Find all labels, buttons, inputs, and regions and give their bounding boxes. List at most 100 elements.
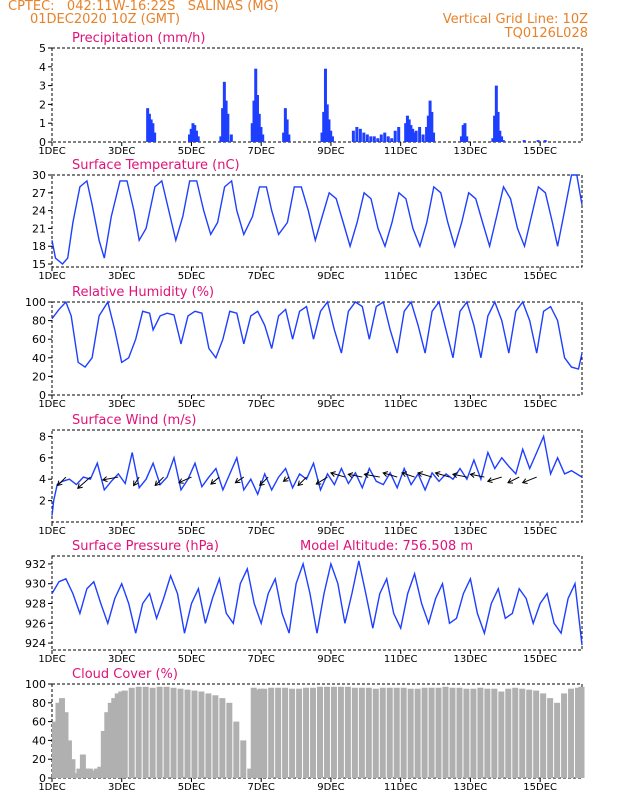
series-line (51, 300, 583, 370)
bar (561, 693, 568, 778)
series-line (51, 174, 583, 265)
bar (191, 123, 195, 142)
panel-frame (51, 47, 583, 143)
bar (409, 125, 413, 142)
bar (275, 687, 282, 778)
wind-vector-head (363, 472, 370, 478)
wind-vector (507, 476, 520, 484)
bar (149, 119, 153, 142)
bar (219, 698, 226, 778)
x-tick-label: 13DEC (454, 526, 488, 537)
bar (379, 134, 383, 142)
x-tick-label: 3DEC (108, 782, 135, 793)
bar (575, 687, 582, 778)
panel-title: Relative Humidity (%) (72, 285, 214, 300)
panel-4: Surface Pressure (hPa) Model Altitude: 75… (48, 539, 583, 654)
x-tick-label: 5DEC (178, 526, 205, 537)
bar (397, 126, 401, 142)
y-tick-label: 4 (39, 473, 46, 486)
x-tick-label: 13DEC (454, 782, 488, 793)
bar (376, 138, 380, 142)
wind-vector (364, 473, 380, 478)
x-tick-label: 7DEC (248, 654, 275, 665)
y-tick-label: 932 (25, 558, 46, 571)
wind-vector (178, 476, 192, 484)
x-tick-label: 11DEC (384, 399, 418, 410)
bar (198, 691, 205, 778)
bar (240, 740, 247, 778)
x-tick-label: 7DEC (248, 526, 275, 537)
x-tick-label: 3DEC (108, 526, 135, 537)
y-tick-label: 80 (32, 697, 46, 710)
bar (322, 111, 326, 142)
x-tick-label: 11DEC (384, 526, 418, 537)
bar (104, 712, 111, 778)
bar (459, 136, 463, 142)
panel-frame (51, 301, 583, 396)
bar (421, 687, 428, 778)
bar (255, 95, 259, 142)
bar (72, 773, 79, 778)
panel-5: Cloud Cover (%) (48, 667, 585, 782)
x-tick-label: 1DEC (38, 782, 65, 793)
bar (268, 687, 275, 778)
bar (250, 687, 257, 778)
bar (65, 740, 72, 778)
y-tick-label: 5 (39, 42, 46, 55)
wind-vector-head (329, 471, 336, 477)
series-line (51, 560, 583, 646)
x-tick-label: 13DEC (454, 399, 488, 410)
wind-vector-head (234, 477, 241, 484)
panel-title: Cloud Cover (%) (72, 667, 178, 682)
y-tick-label: 60 (32, 333, 46, 346)
wind-vector (235, 476, 245, 484)
bar (83, 768, 90, 778)
wind-vector-head (133, 480, 139, 487)
bar (97, 766, 104, 778)
bar (62, 712, 69, 778)
bar (52, 721, 58, 778)
bar (55, 702, 62, 778)
wind-vector (297, 476, 307, 486)
wind-vector-head (210, 479, 216, 485)
x-tick-label: 9DEC (317, 782, 344, 793)
x-tick-label: 3DEC (108, 399, 135, 410)
bar (226, 702, 233, 778)
bar (254, 689, 261, 778)
bar (100, 731, 107, 778)
y-tick-label: 18 (32, 240, 46, 253)
y-tick-label: 20 (32, 753, 46, 766)
bar (568, 688, 575, 778)
bar (362, 132, 366, 142)
wind-vector (210, 476, 220, 485)
y-tick-label: 27 (32, 187, 46, 200)
bar (390, 138, 394, 142)
bar (224, 100, 228, 142)
bar (407, 688, 414, 778)
y-tick-label: 80 (32, 315, 46, 328)
bar (194, 130, 198, 142)
bar (435, 687, 442, 778)
bar (320, 132, 324, 142)
bar (128, 687, 135, 778)
y-tick-label: 100 (25, 296, 46, 309)
bar (501, 140, 505, 142)
x-tick-label: 7DEC (248, 399, 275, 410)
panel-1: Surface Temperature (nC) (48, 158, 583, 271)
bar (533, 690, 540, 778)
wind-vector-head (282, 476, 289, 482)
wind-vector (417, 472, 433, 478)
x-tick-label: 9DEC (317, 399, 344, 410)
bar (219, 136, 223, 142)
bar (329, 130, 333, 142)
x-tick-label: 7DEC (248, 271, 275, 282)
x-tick-label: 5DEC (178, 271, 205, 282)
bar (358, 128, 362, 142)
bar (543, 140, 547, 142)
bar (522, 140, 526, 142)
x-tick-label: 11DEC (384, 146, 418, 157)
y-tick-label: 15 (32, 258, 46, 271)
bar (147, 113, 151, 142)
run-time: 01DEC2020 10Z (GMT) (30, 12, 181, 27)
